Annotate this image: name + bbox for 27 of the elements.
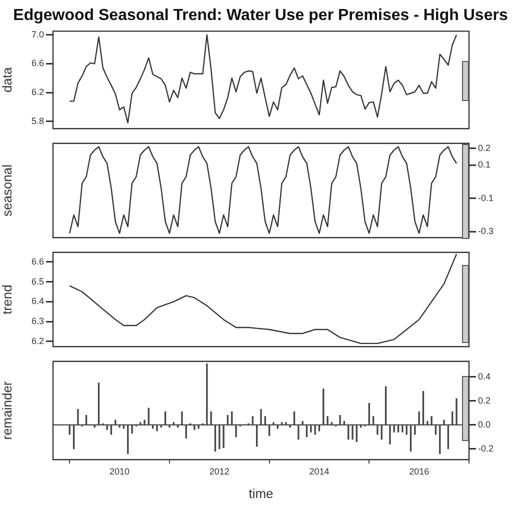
y-tick-label: 6.2 (31, 336, 44, 346)
y2-tick-label: 0.2 (478, 395, 491, 406)
chart-title: Edgewood Seasonal Trend: Water Use per Premises - High Users (13, 7, 508, 24)
x-tick-label: 2016 (409, 466, 430, 476)
y-tick-label: 6.5 (31, 276, 44, 286)
x-tick-label: 2014 (309, 466, 330, 476)
y-axis-title: remainder (0, 380, 14, 440)
y-tick-label: 5.8 (31, 116, 44, 126)
y-axis-title: trend (0, 284, 14, 314)
x-axis-title: time (248, 486, 274, 501)
x-tick-label: 2010 (110, 466, 130, 476)
y-tick-label: 6.6 (31, 256, 44, 266)
y-tick-label: 6.2 (31, 87, 44, 98)
y2-tick-label: 0.2 (478, 142, 491, 153)
y-axis-title: data (0, 66, 14, 93)
y2-tick-label: -0.2 (478, 443, 494, 454)
y2-tick-label: -0.1 (478, 192, 494, 203)
y2-tick-label: 0.0 (478, 419, 491, 430)
y-tick-label: 6.3 (31, 316, 44, 326)
y-tick-label: 6.4 (31, 296, 44, 306)
y-tick-label: 7.0 (31, 29, 44, 40)
x-tick-label: 2012 (209, 466, 230, 476)
y2-tick-label: 0.1 (478, 160, 491, 170)
y-axis-title: seasonal (0, 164, 14, 217)
y2-tick-label: -0.3 (478, 226, 494, 236)
y2-tick-label: 0.4 (478, 371, 491, 382)
y-tick-label: 6.6 (31, 58, 44, 68)
